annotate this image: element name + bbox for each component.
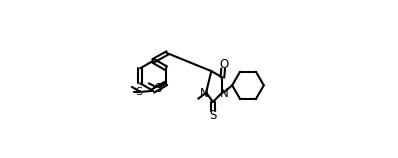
Text: S: S xyxy=(135,87,142,97)
Text: S: S xyxy=(209,109,217,122)
Text: N: N xyxy=(200,87,209,100)
Text: O: O xyxy=(219,58,228,71)
Text: S: S xyxy=(154,82,161,95)
Text: N: N xyxy=(220,87,228,100)
